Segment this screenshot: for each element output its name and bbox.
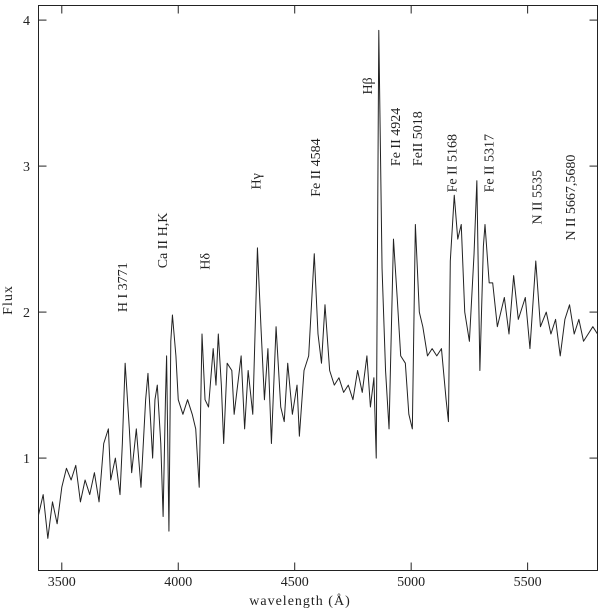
y-tick-label: 1 xyxy=(23,452,30,467)
x-tick-label: 4500 xyxy=(281,575,309,590)
spectrum-line xyxy=(38,29,598,539)
x-axis-label: wavelength (Å) xyxy=(249,593,350,609)
x-tick-label: 4000 xyxy=(164,575,192,590)
line-annotation: Fe II 5317 xyxy=(482,134,497,192)
line-annotation: Ca II H,K xyxy=(156,213,171,269)
line-annotation: Hδ xyxy=(198,253,213,270)
y-tick-label: 3 xyxy=(23,160,30,175)
line-annotation: N II 5535 xyxy=(531,170,546,224)
line-annotation: Hβ xyxy=(361,77,376,94)
line-annotation: Fe II 4584 xyxy=(309,138,324,196)
line-annotation: FeII 5018 xyxy=(411,111,426,166)
plot-frame xyxy=(38,5,598,571)
y-tick-label: 4 xyxy=(23,14,30,29)
line-annotation: H I 3771 xyxy=(116,262,131,312)
y-tick-label: 2 xyxy=(23,306,30,321)
line-annotation: Fe II 5168 xyxy=(445,134,460,192)
y-axis-label: Flux xyxy=(1,285,16,315)
line-annotation: Hγ xyxy=(250,173,265,189)
x-tick-label: 3500 xyxy=(48,575,76,590)
line-annotation: N II 5667,5680 xyxy=(564,155,579,241)
x-tick-label: 5500 xyxy=(514,575,542,590)
line-annotation: Fe II 4924 xyxy=(389,108,404,166)
x-tick-label: 5000 xyxy=(397,575,425,590)
